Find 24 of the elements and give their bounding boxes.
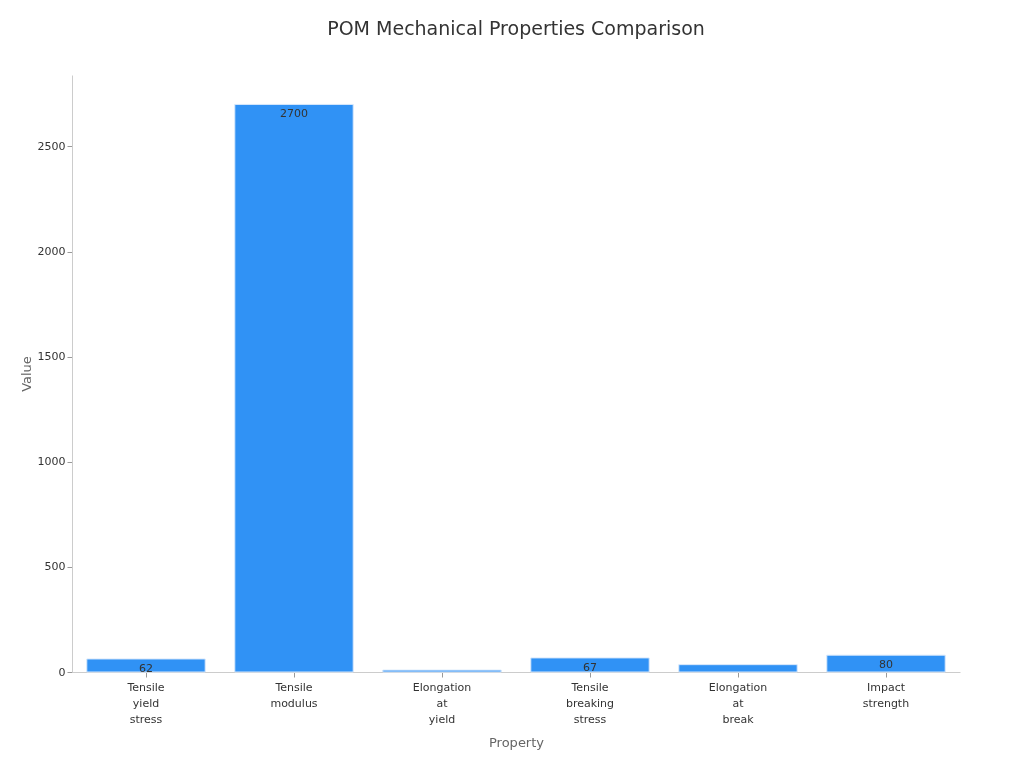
chart-title: POM Mechanical Properties Comparison xyxy=(327,17,705,39)
bar xyxy=(530,657,650,673)
x-tick-label: Impact strength xyxy=(862,680,910,710)
x-tick-label: Elongation at yield xyxy=(412,680,472,726)
x-tick-label: Elongation at break xyxy=(708,680,768,726)
y-tick-label: 500 xyxy=(44,560,66,574)
x-tick-label: Tensile modulus xyxy=(270,680,318,710)
bar xyxy=(86,658,206,673)
y-tick-label: 1000 xyxy=(37,455,66,469)
x-axis-title: Property xyxy=(488,734,545,750)
y-axis-title: Value xyxy=(18,356,34,392)
bar xyxy=(678,664,798,673)
y-tick-label: 2500 xyxy=(37,139,66,153)
y-tick-label: 2000 xyxy=(37,245,66,259)
x-tick-label: Tensile yield stress xyxy=(126,680,165,726)
data-label: 2700 xyxy=(280,107,308,121)
x-tick-label: Tensile breaking stress xyxy=(565,680,615,726)
bar xyxy=(234,103,354,673)
data-label: 80 xyxy=(879,658,893,672)
data-label: 62 xyxy=(139,661,153,675)
y-tick-label: 0 xyxy=(58,665,66,679)
bar xyxy=(826,654,946,673)
data-label: 67 xyxy=(583,660,597,674)
y-tick-label: 1500 xyxy=(37,350,66,364)
